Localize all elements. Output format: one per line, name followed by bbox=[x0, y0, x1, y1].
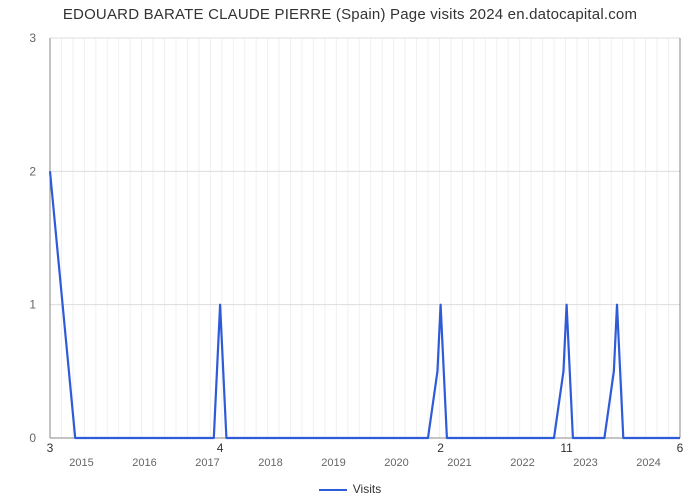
legend-swatch bbox=[319, 489, 347, 491]
svg-text:2022: 2022 bbox=[510, 457, 534, 468]
chart-area: 0 1 2 3 2015 2016 2017 2018 2019 2020 2021 2022 2023… bbox=[0, 28, 700, 500]
svg-text:3: 3 bbox=[29, 31, 36, 45]
svg-text:2024: 2024 bbox=[636, 457, 660, 468]
svg-text:11: 11 bbox=[560, 441, 573, 455]
legend: Visits bbox=[0, 482, 700, 496]
svg-text:2015: 2015 bbox=[69, 457, 93, 468]
svg-text:3: 3 bbox=[47, 441, 54, 455]
svg-text:2019: 2019 bbox=[321, 457, 345, 468]
svg-text:2021: 2021 bbox=[447, 457, 471, 468]
svg-text:2020: 2020 bbox=[384, 457, 408, 468]
chart-svg: 0 1 2 3 2015 2016 2017 2018 2019 2020 2021 2022 2023… bbox=[0, 28, 700, 468]
svg-text:2018: 2018 bbox=[258, 457, 282, 468]
svg-text:2017: 2017 bbox=[195, 457, 219, 468]
svg-text:0: 0 bbox=[29, 431, 36, 445]
svg-text:1: 1 bbox=[29, 298, 36, 312]
svg-text:4: 4 bbox=[217, 441, 224, 455]
svg-text:2: 2 bbox=[29, 164, 36, 178]
svg-text:2: 2 bbox=[437, 441, 444, 455]
svg-text:2023: 2023 bbox=[573, 457, 597, 468]
legend-label: Visits bbox=[353, 482, 381, 496]
svg-text:6: 6 bbox=[677, 441, 684, 455]
chart-title: EDOUARD BARATE CLAUDE PIERRE (Spain) Pag… bbox=[0, 6, 700, 23]
svg-text:2016: 2016 bbox=[132, 457, 156, 468]
